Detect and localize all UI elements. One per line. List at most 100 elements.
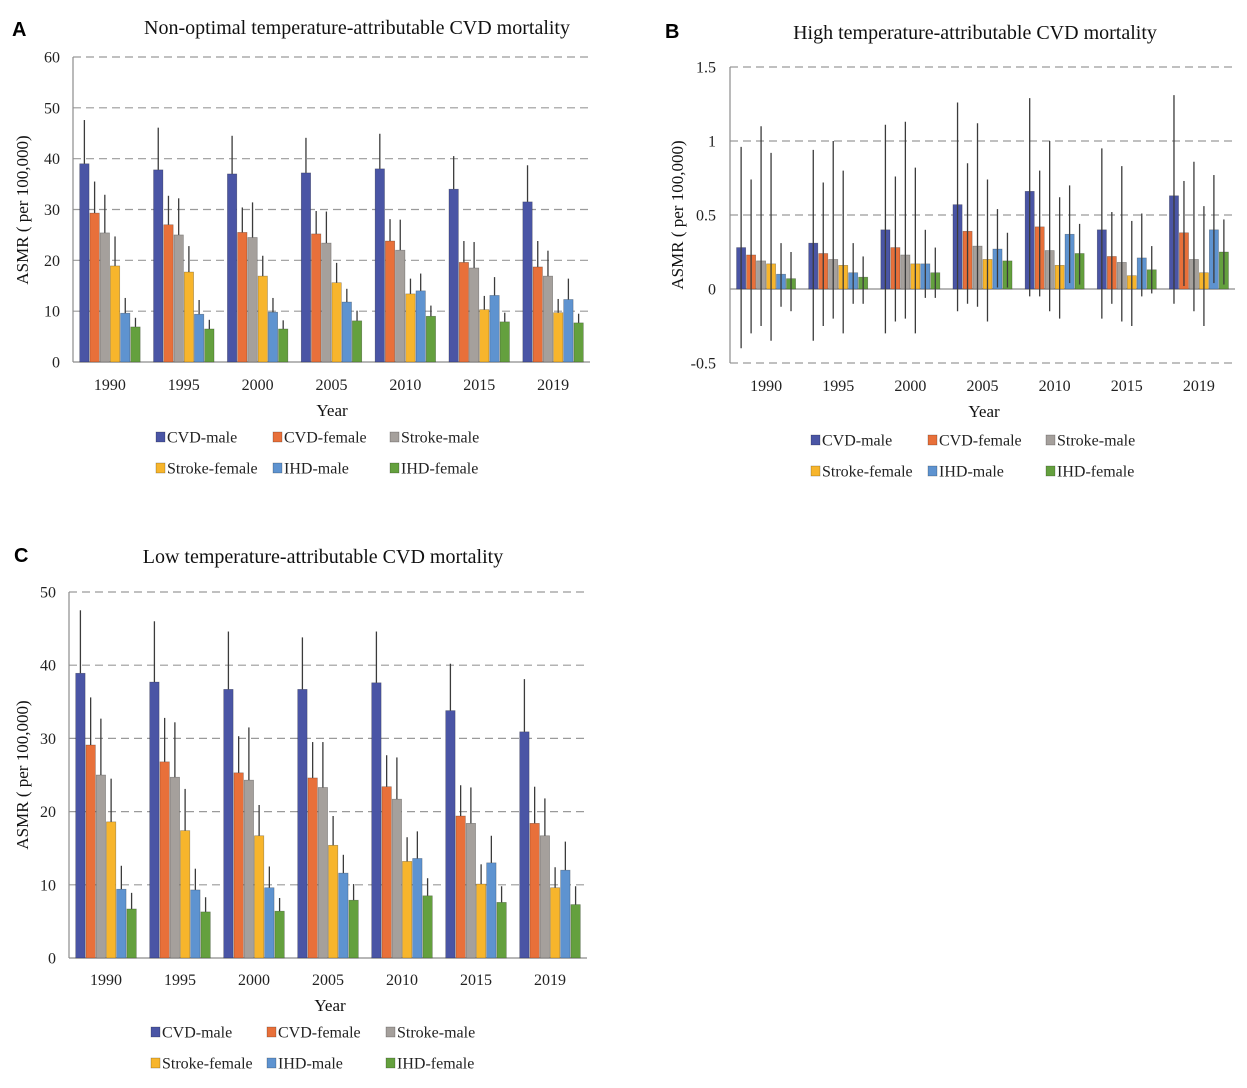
x-tick-label: 2015 [1111,378,1143,395]
bar-ihd-male-1995 [194,313,205,363]
bar-stroke-female-2019 [553,312,564,363]
bar-ihd-male-2019 [560,869,571,959]
bar-ihd-female-1990 [126,908,137,959]
x-tick-label: 2015 [463,377,495,394]
y-axis-label: ASMR ( per 100,000) [13,135,32,284]
y-tick-label: 40 [44,151,60,168]
bar-cvd-male-2005 [297,689,308,959]
legend-label: Stroke-female [822,464,913,481]
legend-item-ihd-female: IHD-female [389,461,478,478]
legend-label: IHD-female [401,461,478,478]
bar-ihd-male-2000 [264,887,275,959]
bar-stroke-female-2005 [328,844,339,959]
x-tick-label: 1995 [822,378,854,395]
bar-stroke-female-2000 [257,275,268,363]
y-tick-label: 0.5 [696,208,716,225]
legend-swatch [155,431,166,443]
y-tick-label: 10 [44,304,60,321]
bar-stroke-male-1990 [95,774,106,959]
gridlines [73,56,590,312]
y-tick-label: 60 [44,50,60,67]
x-axis-label: Year [968,402,1000,421]
legend-swatch [389,462,400,474]
bars [79,120,584,363]
legend-swatch [927,434,938,446]
bar-cvd-female-2010 [381,786,392,959]
bar-ihd-male-2015 [486,862,497,959]
y-axis-label: ASMR ( per 100,000) [668,140,687,289]
legend-item-cvd-male: CVD-male [150,1025,232,1042]
bar-cvd-male-2010 [374,168,385,363]
bar-ihd-male-2015 [489,295,500,363]
legend-swatch [810,434,821,446]
legend-swatch [266,1057,277,1069]
y-tick-label: 30 [40,731,56,748]
bar-ihd-male-2000 [267,311,278,363]
bar-ihd-female-2019 [570,904,581,959]
bar-stroke-male-2005 [317,787,328,959]
legend-swatch [272,462,283,474]
bar-ihd-male-2019 [563,299,574,363]
x-tick-label: 2010 [386,972,418,989]
legend-label: CVD-female [939,433,1022,450]
x-tick-label: 2005 [967,378,999,395]
bar-cvd-female-1995 [159,761,170,959]
chart-title: High temperature-attributable CVD mortal… [793,22,1157,44]
bar-ihd-male-2005 [341,301,352,363]
bar-cvd-male-1995 [149,681,160,959]
x-axis-label: Year [316,401,348,420]
legend: CVD-male CVD-female Stroke-male Stroke-fema… [810,433,1135,481]
bar-stroke-male-2019 [539,835,550,959]
y-tick-label: 1.5 [696,60,716,77]
y-tick-label: 50 [44,100,60,117]
panel-c: C Low temperature-attributable CVD mortal… [13,545,587,1073]
bar-cvd-female-2000 [237,232,248,363]
bar-cvd-male-2005 [300,172,311,363]
bar-stroke-male-2015 [465,823,476,959]
x-tick-label: 2019 [1183,378,1215,395]
bars [75,610,581,959]
legend-item-cvd-male: CVD-male [810,433,892,450]
bar-stroke-male-1995 [173,234,184,363]
legend-item-stroke-male: Stroke-male [385,1025,475,1042]
panel-b: B High temperature-attributable CVD morta… [665,21,1235,481]
bar-cvd-male-2019 [519,731,530,959]
legend-swatch [385,1026,396,1038]
legend-swatch [810,465,821,477]
x-tick-label: 1990 [94,377,126,394]
bar-cvd-female-2019 [532,266,543,363]
panel-label: C [14,545,28,567]
x-tick-label: 1995 [168,377,200,394]
legend-swatch [150,1057,161,1069]
legend-label: IHD-female [1057,464,1134,481]
bar-ihd-male-2010 [412,858,423,959]
bar-cvd-female-2005 [311,233,322,363]
legend-label: Stroke-male [1057,433,1135,450]
legend-item-ihd-male: IHD-male [266,1056,343,1073]
bar-cvd-female-1990 [85,744,96,959]
bar-cvd-male-2019 [522,201,533,363]
legend-label: IHD-male [939,464,1004,481]
y-tick-label: 20 [40,804,56,821]
bar-stroke-female-1995 [180,830,191,959]
bar-ihd-female-1995 [200,911,211,959]
legend-swatch [155,462,166,474]
legend-item-cvd-male: CVD-male [155,430,237,447]
x-tick-label: 2010 [389,377,421,394]
legend-swatch [927,465,938,477]
legend-item-ihd-male: IHD-male [272,461,349,478]
bar-cvd-female-1995 [163,224,174,363]
legend-label: IHD-male [284,461,349,478]
x-tick-label: 2019 [534,972,566,989]
legend-label: CVD-female [284,430,367,447]
bar-cvd-male-2000 [227,173,238,363]
legend-swatch [385,1057,396,1069]
bar-ihd-female-2005 [348,899,359,959]
chart-title: Non-optimal temperature-attributable CVD… [144,17,570,39]
bar-cvd-female-1990 [89,212,100,363]
legend-label: IHD-female [397,1056,474,1073]
bar-ihd-female-2015 [496,902,507,959]
legend-swatch [1045,434,1056,446]
